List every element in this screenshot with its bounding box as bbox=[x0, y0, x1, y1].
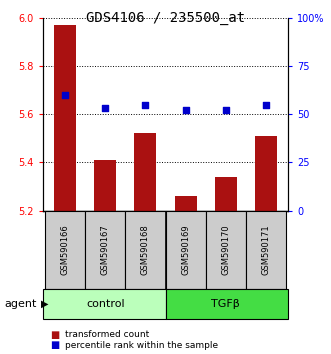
Bar bbox=[134, 133, 157, 211]
Bar bbox=[45, 211, 85, 289]
Bar bbox=[166, 211, 206, 289]
Bar bbox=[43, 289, 166, 319]
Text: ▶: ▶ bbox=[41, 298, 49, 309]
Bar bbox=[206, 211, 246, 289]
Point bbox=[223, 108, 228, 113]
Text: percentile rank within the sample: percentile rank within the sample bbox=[65, 341, 218, 350]
Text: GSM590168: GSM590168 bbox=[141, 224, 150, 275]
Bar bbox=[54, 25, 76, 211]
Text: ■: ■ bbox=[50, 340, 59, 350]
Text: agent: agent bbox=[4, 298, 36, 309]
Bar bbox=[85, 211, 125, 289]
Text: GSM590167: GSM590167 bbox=[101, 224, 110, 275]
Text: TGFβ: TGFβ bbox=[212, 298, 240, 309]
Point bbox=[63, 92, 68, 98]
Bar bbox=[246, 211, 286, 289]
Bar bbox=[174, 196, 197, 211]
Text: ■: ■ bbox=[50, 330, 59, 339]
Point bbox=[103, 105, 108, 111]
Point bbox=[183, 108, 188, 113]
Point bbox=[263, 102, 268, 107]
Bar bbox=[215, 177, 237, 211]
Text: GSM590166: GSM590166 bbox=[61, 224, 70, 275]
Text: GSM590170: GSM590170 bbox=[221, 224, 230, 275]
Bar bbox=[125, 211, 166, 289]
Bar bbox=[166, 289, 288, 319]
Point bbox=[143, 102, 148, 107]
Bar bbox=[255, 136, 277, 211]
Bar bbox=[94, 160, 116, 211]
Text: GDS4106 / 235500_at: GDS4106 / 235500_at bbox=[86, 11, 245, 25]
Text: transformed count: transformed count bbox=[65, 330, 149, 339]
Text: control: control bbox=[86, 298, 124, 309]
Text: GSM590169: GSM590169 bbox=[181, 224, 190, 275]
Text: GSM590171: GSM590171 bbox=[261, 224, 270, 275]
